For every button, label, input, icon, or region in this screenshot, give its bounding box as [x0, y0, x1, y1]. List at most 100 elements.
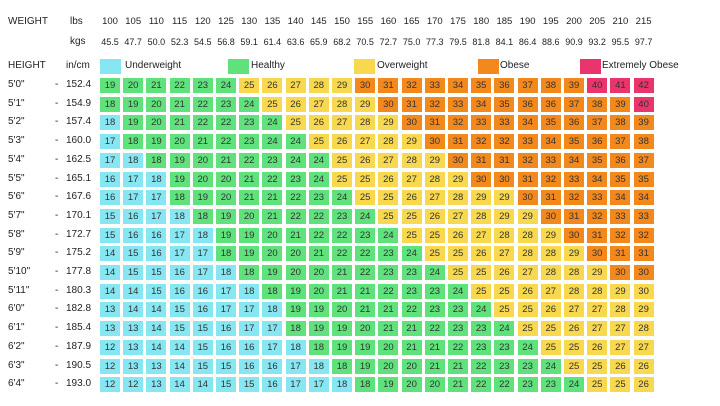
bmi-cell: 25 [540, 321, 561, 337]
height-cm-label: 160.0 [66, 135, 92, 147]
bmi-cell: 20 [216, 171, 236, 187]
height-separator: - [55, 97, 59, 109]
height-cm-label: 152.4 [66, 79, 92, 90]
bmi-cell: 22 [471, 377, 492, 393]
bmi-cell: 30 [494, 171, 515, 187]
bmi-cell: 28 [540, 246, 561, 262]
bmi-cell: 19 [192, 190, 213, 206]
bmi-cell: 14 [123, 283, 144, 299]
legend-label-e: Extremely Obese [602, 60, 679, 71]
height-ft-label: 6'0" [8, 303, 25, 315]
bmi-cell: 30 [633, 283, 654, 299]
bmi-cell: 40 [587, 78, 608, 93]
bmi-cell: 27 [633, 339, 654, 355]
bmi-cell: 25 [332, 152, 352, 168]
bmi-cell: 17 [169, 227, 190, 243]
weight-lbs-label: 180 [473, 16, 490, 27]
bmi-cell: 13 [123, 321, 144, 337]
bmi-cell: 25 [332, 171, 352, 187]
bmi-cell: 23 [471, 321, 492, 337]
bmi-cell: 24 [448, 283, 468, 299]
weight-kgs-label: 95.5 [611, 37, 630, 47]
bmi-cell: 24 [216, 78, 236, 93]
weight-kgs-label: 86.4 [518, 37, 537, 47]
bmi-cell: 25 [424, 227, 445, 243]
bmi-cell: 17 [308, 377, 329, 393]
bmi-cell: 34 [540, 134, 561, 150]
bmi-cell: 26 [401, 190, 422, 206]
bmi-cell: 16 [123, 208, 144, 224]
bmi-cell: 39 [610, 96, 631, 112]
bmi-cell: 17 [239, 302, 260, 318]
bmi-cell: 16 [169, 265, 190, 280]
bmi-cell: 25 [308, 134, 329, 150]
bmi-cell: 22 [355, 265, 376, 280]
bmi-cell: 28 [378, 134, 399, 150]
bmi-cell: 22 [192, 115, 213, 131]
bmi-cell: 17 [285, 358, 306, 374]
weight-lbs-label: 140 [287, 16, 304, 27]
bmi-cell: 17 [216, 302, 236, 318]
bmi-cell: 22 [424, 321, 445, 337]
bmi-cell: 18 [285, 339, 306, 355]
bmi-cell: 31 [471, 152, 492, 168]
bmi-cell: 18 [332, 377, 352, 393]
bmi-cell: 31 [633, 246, 654, 262]
lbs-unit: lbs [70, 16, 83, 27]
bmi-cell: 30 [517, 190, 538, 206]
bmi-cell: 32 [448, 115, 468, 131]
bmi-cell: 30 [471, 171, 492, 187]
bmi-cell: 20 [262, 227, 283, 243]
bmi-cell: 14 [100, 283, 120, 299]
bmi-cell: 20 [146, 115, 167, 131]
bmi-cell: 23 [262, 152, 283, 168]
bmi-cell: 23 [424, 283, 445, 299]
bmi-cell: 12 [100, 358, 120, 374]
height-cm-label: 170.1 [66, 209, 92, 221]
bmi-cell: 37 [587, 115, 608, 131]
bmi-cell: 20 [239, 208, 260, 224]
bmi-cell: 17 [146, 190, 167, 206]
bmi-cell: 26 [448, 227, 468, 243]
bmi-cell: 30 [610, 265, 631, 280]
bmi-cell: 22 [471, 358, 492, 374]
bmi-cell: 12 [100, 339, 120, 355]
bmi-cell: 23 [471, 339, 492, 355]
height-cm-label: 180.3 [66, 284, 92, 296]
bmi-cell: 28 [471, 208, 492, 224]
bmi-cell: 24 [308, 171, 329, 187]
bmi-cell: 21 [169, 115, 190, 131]
bmi-cell: 12 [123, 377, 144, 393]
bmi-cell: 29 [564, 246, 584, 262]
weight-kgs-label: 88.6 [542, 37, 560, 47]
bmi-cell: 20 [308, 283, 329, 299]
weight-kgs-label: 75.0 [402, 37, 421, 47]
bmi-cell: 25 [239, 78, 260, 93]
bmi-cell: 13 [100, 302, 120, 318]
height-separator: - [55, 172, 59, 184]
bmi-cell: 31 [424, 115, 445, 131]
bmi-cell: 19 [216, 208, 236, 224]
bmi-cell: 16 [239, 339, 260, 355]
bmi-cell: 22 [262, 171, 283, 187]
bmi-cell: 16 [262, 358, 283, 374]
bmi-cell: 33 [564, 171, 584, 187]
bmi-cell: 24 [355, 208, 376, 224]
bmi-cell: 23 [448, 302, 468, 318]
bmi-cell: 26 [587, 339, 608, 355]
bmi-cell: 27 [424, 190, 445, 206]
bmi-cell: 17 [123, 190, 144, 206]
bmi-cell: 19 [169, 171, 190, 187]
bmi-cell: 21 [401, 321, 422, 337]
bmi-cell: 23 [308, 190, 329, 206]
bmi-cell: 39 [633, 115, 654, 131]
legend-label-b: Obese [500, 60, 530, 71]
bmi-cell: 23 [239, 134, 260, 150]
height-separator: - [55, 191, 59, 203]
weight-kgs-label: 47.7 [124, 37, 142, 47]
bmi-cell: 36 [494, 78, 515, 93]
bmi-cell: 25 [587, 358, 608, 374]
weight-kgs-label: 84.1 [495, 37, 514, 47]
height-separator: - [55, 303, 59, 315]
bmi-cell: 19 [100, 78, 120, 93]
